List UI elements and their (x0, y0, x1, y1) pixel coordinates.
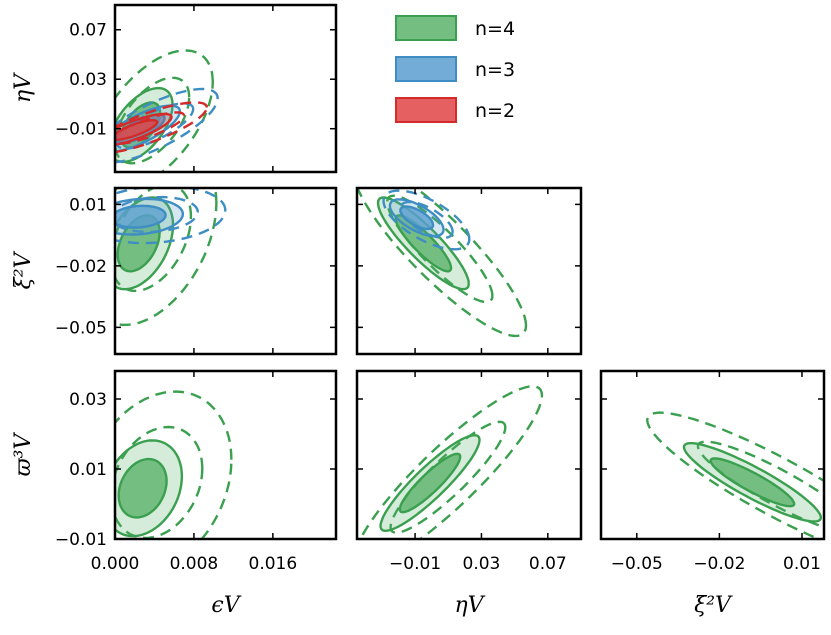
contour-n=4-1sigma (117, 457, 168, 519)
panel-frame (599, 369, 826, 541)
y-tick-label: 0.03 (69, 390, 107, 410)
y-tick-label: −0.02 (55, 257, 107, 277)
x-axis-label: ηV (454, 593, 485, 618)
contour-dashed-n=3-2sigma (382, 189, 471, 251)
contour-n=4-1sigma (398, 452, 462, 514)
contour-dashed-n=4-2sigma (115, 49, 215, 172)
x-axis-label: ϵV (211, 593, 241, 618)
y-tick-label: 0.07 (69, 21, 107, 41)
panel-epsilon-eta: −0.01 0.03 0.07 ηV (11, 3, 338, 174)
contour-dashed-n=4-1sigma (385, 194, 494, 304)
contour-dashed-n=3-2sigma (115, 188, 227, 245)
panel-epsilon-xi: −0.05 −0.02 0.01 ξ²V (11, 186, 338, 356)
x-tick-label: −0.02 (693, 554, 745, 574)
contour-dashed-n=4-2sigma (357, 188, 528, 338)
y-tick-label: −0.01 (55, 530, 107, 550)
legend-swatch-n=4 (395, 15, 457, 41)
x-tick-label: −0.05 (611, 554, 663, 574)
legend-swatch-n=2 (395, 97, 457, 123)
x-tick-label: 0.016 (249, 554, 298, 574)
contour-dashed-n=3-1sigma (115, 195, 200, 234)
panel-frame (113, 186, 338, 356)
x-axis-label: ξ²V (694, 593, 733, 618)
x-tick-label: 0.008 (170, 554, 219, 574)
contour-n=4-1sigma (709, 457, 796, 508)
contour-dashed-n=4-1sigma (389, 420, 507, 534)
panel-eta-varpi: −0.01 0.03 0.07 ηV (355, 369, 583, 618)
legend: n=4 n=3 n=2 (395, 15, 515, 123)
legend-swatch-n=3 (395, 56, 457, 82)
legend-label: n=3 (475, 59, 515, 81)
panel-frame (355, 369, 583, 541)
legend-label: n=4 (475, 18, 515, 40)
x-tick-label: 0.000 (91, 554, 140, 574)
contour-n=4-1sigma (394, 214, 453, 273)
contour-dashed-n=3-1sigma (115, 102, 195, 150)
contour-n=3-1sigma (115, 204, 167, 229)
contour-dashed-n=4-2sigma (115, 188, 218, 327)
contour-dashed-n=4-1sigma (696, 440, 824, 529)
contour-dashed-n=3-1sigma (399, 200, 454, 239)
contour-dashed-n=4-1sigma (115, 425, 204, 539)
contour-dashed-n=4-2sigma (115, 390, 233, 539)
y-axis-label: ϖ³V (11, 432, 36, 477)
x-tick-label: 0.03 (463, 554, 501, 574)
y-tick-label: 0.01 (69, 460, 107, 480)
y-tick-label: −0.05 (55, 318, 107, 338)
x-tick-label: −0.01 (389, 554, 441, 574)
legend-label: n=2 (475, 100, 515, 122)
x-tick-label: 0.01 (783, 554, 821, 574)
panel-frame (113, 369, 338, 541)
panel-frame (113, 3, 338, 174)
panel-eta-xi (355, 186, 583, 356)
contour-dashed-n=4-2sigma (645, 411, 824, 539)
contour-dashed-n=4-2sigma (359, 385, 544, 539)
contour-n=3-1sigma (399, 205, 435, 231)
x-tick-label: 0.07 (529, 554, 567, 574)
y-axis-label: ηV (11, 72, 36, 103)
contour-dashed-n=4-1sigma (115, 76, 191, 165)
y-tick-label: 0.01 (69, 195, 107, 215)
panel-frame (355, 186, 583, 356)
y-tick-label: −0.01 (55, 120, 107, 140)
panel-xi-varpi: −0.05 −0.02 0.01 ξ²V (599, 369, 826, 618)
contour-n=2-1sigma (115, 119, 159, 141)
panel-epsilon-varpi: −0.01 0.01 0.03 ϖ³V 0.000 0.008 0.016 ϵV (11, 369, 338, 618)
contour-dashed-n=3-2sigma (115, 87, 219, 164)
y-axis-label: ξ²V (11, 250, 36, 289)
y-tick-label: 0.03 (69, 70, 107, 90)
